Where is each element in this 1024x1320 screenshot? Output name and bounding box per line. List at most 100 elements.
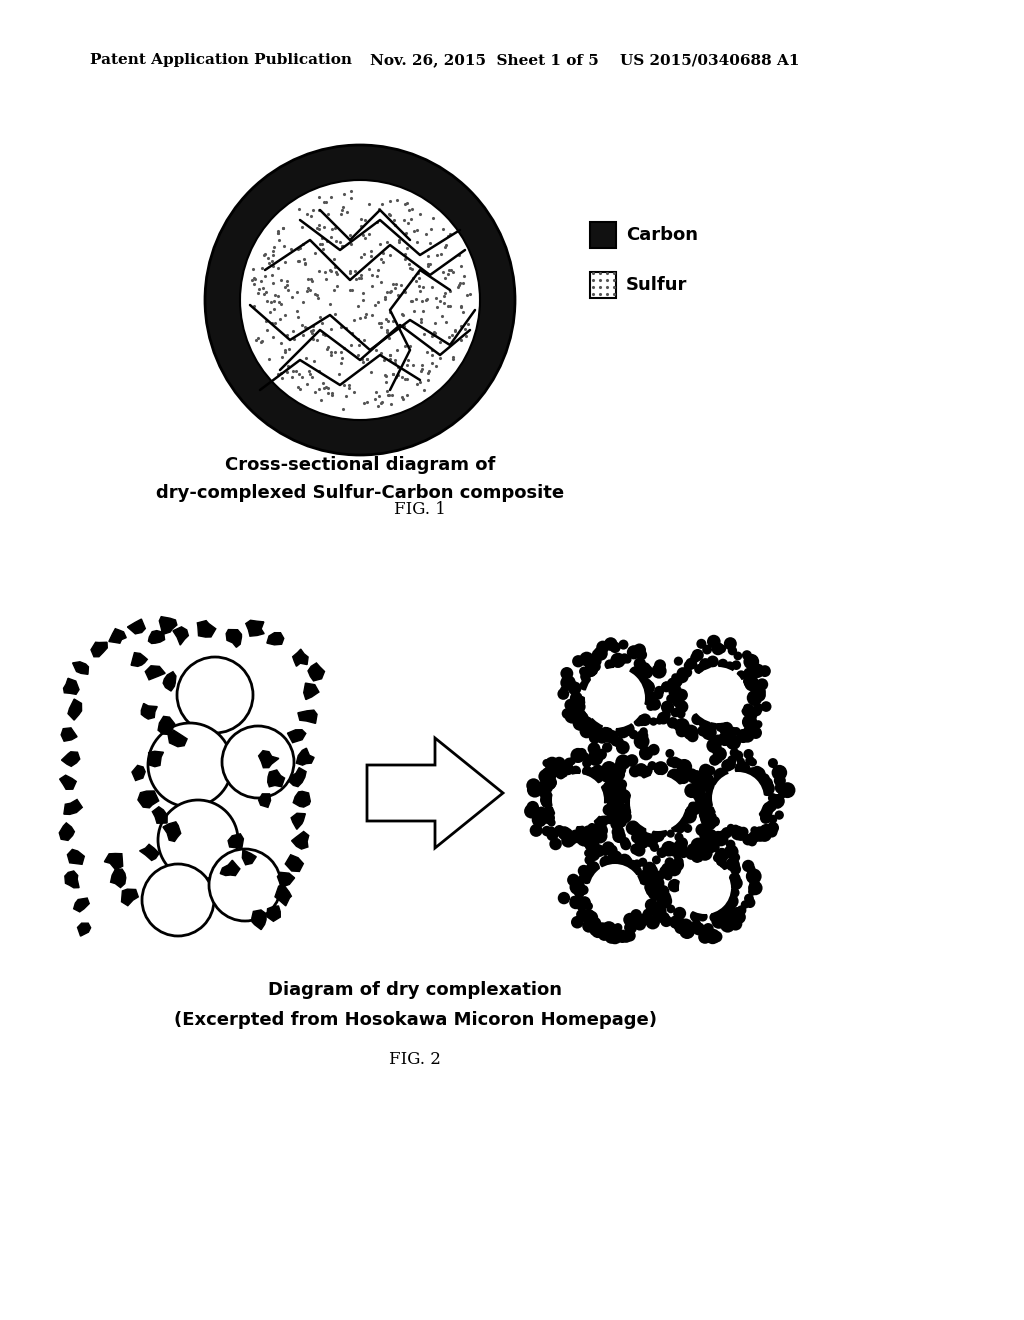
Polygon shape	[226, 630, 242, 647]
Polygon shape	[127, 619, 145, 634]
Circle shape	[209, 849, 281, 921]
Circle shape	[547, 826, 556, 836]
Circle shape	[559, 760, 569, 771]
Circle shape	[601, 816, 610, 825]
Circle shape	[767, 822, 779, 834]
Circle shape	[716, 855, 727, 867]
Polygon shape	[243, 850, 256, 865]
Circle shape	[611, 738, 620, 746]
Circle shape	[657, 894, 672, 908]
Circle shape	[707, 836, 717, 846]
Circle shape	[655, 717, 664, 725]
Circle shape	[697, 725, 709, 737]
Circle shape	[646, 836, 658, 847]
Circle shape	[668, 879, 681, 892]
Circle shape	[650, 876, 665, 891]
Circle shape	[658, 764, 669, 774]
Circle shape	[634, 829, 648, 843]
Circle shape	[624, 656, 632, 664]
Polygon shape	[148, 751, 164, 767]
Circle shape	[627, 645, 641, 660]
Polygon shape	[68, 700, 82, 721]
Circle shape	[687, 768, 697, 779]
Circle shape	[702, 793, 716, 807]
Circle shape	[740, 900, 750, 909]
Circle shape	[577, 902, 587, 912]
Circle shape	[657, 895, 670, 908]
Circle shape	[678, 847, 689, 858]
Circle shape	[588, 916, 601, 931]
Circle shape	[695, 796, 712, 812]
Circle shape	[743, 748, 754, 759]
Circle shape	[572, 715, 588, 731]
Polygon shape	[91, 643, 108, 657]
Circle shape	[582, 676, 591, 685]
Circle shape	[583, 838, 594, 849]
Circle shape	[618, 810, 632, 824]
Circle shape	[733, 750, 743, 760]
Circle shape	[662, 710, 671, 719]
Circle shape	[614, 804, 627, 817]
Circle shape	[602, 742, 612, 752]
Circle shape	[657, 912, 670, 924]
Circle shape	[671, 673, 679, 681]
Polygon shape	[139, 845, 159, 861]
Circle shape	[742, 651, 752, 660]
Circle shape	[580, 680, 590, 690]
Circle shape	[656, 900, 667, 909]
Circle shape	[679, 923, 695, 939]
Polygon shape	[59, 775, 76, 789]
Circle shape	[744, 656, 753, 664]
Circle shape	[667, 829, 675, 838]
Circle shape	[727, 824, 735, 832]
Circle shape	[552, 774, 604, 826]
Circle shape	[730, 748, 739, 758]
Circle shape	[752, 766, 763, 777]
Circle shape	[526, 801, 539, 813]
Circle shape	[705, 805, 716, 817]
Circle shape	[571, 700, 586, 714]
Circle shape	[649, 717, 657, 726]
Circle shape	[667, 694, 676, 704]
Circle shape	[582, 766, 593, 777]
Circle shape	[760, 781, 775, 796]
Circle shape	[690, 667, 746, 723]
Circle shape	[577, 696, 587, 705]
Circle shape	[651, 664, 667, 678]
Polygon shape	[267, 770, 285, 787]
Circle shape	[588, 822, 597, 832]
Circle shape	[768, 814, 777, 824]
Circle shape	[675, 824, 685, 834]
Circle shape	[687, 771, 699, 784]
Polygon shape	[220, 861, 240, 875]
Circle shape	[595, 923, 609, 937]
Circle shape	[601, 762, 617, 776]
Circle shape	[629, 766, 641, 777]
Polygon shape	[291, 813, 305, 829]
Circle shape	[594, 820, 604, 830]
Circle shape	[667, 758, 676, 767]
Circle shape	[570, 692, 583, 705]
Circle shape	[654, 659, 666, 672]
Circle shape	[749, 830, 760, 843]
Circle shape	[669, 915, 683, 929]
Circle shape	[526, 779, 541, 793]
Circle shape	[667, 677, 681, 692]
Circle shape	[643, 908, 653, 919]
Circle shape	[603, 789, 616, 801]
Circle shape	[561, 828, 573, 841]
Circle shape	[653, 911, 664, 921]
Circle shape	[750, 696, 760, 706]
Circle shape	[753, 685, 762, 693]
Circle shape	[599, 855, 612, 869]
Circle shape	[569, 896, 583, 909]
Circle shape	[676, 759, 692, 775]
Circle shape	[724, 758, 736, 771]
Circle shape	[742, 834, 754, 845]
Circle shape	[744, 894, 754, 903]
Circle shape	[596, 733, 608, 743]
Polygon shape	[73, 661, 88, 675]
Circle shape	[635, 763, 648, 776]
Circle shape	[746, 768, 756, 777]
Circle shape	[737, 758, 744, 766]
